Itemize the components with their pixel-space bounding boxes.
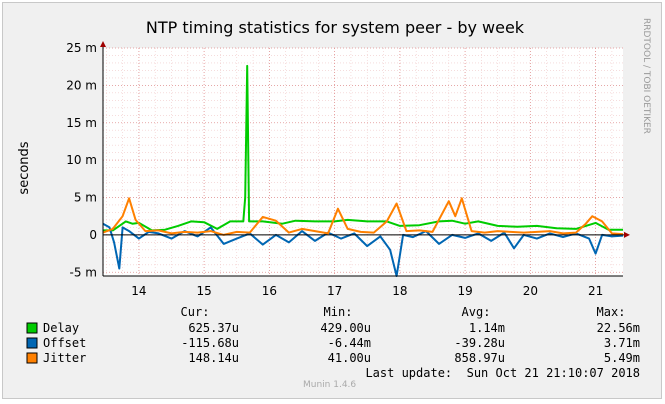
y-tick-label: 20 m [66,78,97,92]
legend-avg-jitter: 858.97u [454,351,505,365]
y-tick-labels: 25 m 20 m 15 m 10 m 5 m 0 -5 m [66,41,97,279]
chart-title: NTP timing statistics for system peer - … [146,18,525,37]
legend-max-delay: 22.56m [597,321,640,335]
y-tick-label: -5 m [70,265,97,279]
series-line-offset [102,222,624,277]
ntp-timing-chart: NTP timing statistics for system peer - … [17,18,651,390]
y-axis-arrow [100,41,106,47]
legend-name-delay: Delay [43,321,79,335]
x-tick-label: 16 [262,284,277,298]
x-tick-label: 18 [392,284,407,298]
x-tick-label: 20 [523,284,538,298]
legend-headers: Cur: Min: Avg: Max: [181,305,626,319]
y-axis-label: seconds [17,141,32,194]
legend-max-jitter: 5.49m [604,351,640,365]
legend-header-min: Min: [324,305,353,319]
y-tick-label: 25 m [66,41,97,55]
legend-avg-delay: 1.14m [469,321,505,335]
legend-min-offset: -6.44m [328,336,371,350]
legend-cur-jitter: 148.14u [188,351,239,365]
legend-row-jitter: Jitter 148.14u 41.00u 858.97u 5.49m [26,351,640,365]
legend-min-delay: 429.00u [320,321,371,335]
legend-header-max: Max: [597,305,626,319]
munin-version-footer: Munin 1.4.6 [303,380,356,390]
x-tick-label: 17 [327,284,342,298]
series-lines [102,64,624,277]
legend-row-delay: Delay 625.37u 429.00u 1.14m 22.56m [26,321,640,335]
x-tick-label: 14 [131,284,146,298]
last-update-text: Last update: Sun Oct 21 21:10:07 2018 [365,366,640,380]
x-tick-label: 21 [588,284,603,298]
x-axis-arrow [624,231,630,238]
legend-swatch-jitter [26,352,38,364]
munin-graph-frame: NTP timing statistics for system peer - … [2,2,662,399]
legend-name-jitter: Jitter [43,351,86,365]
legend-avg-offset: -39.28u [454,336,505,350]
legend-header-avg: Avg: [462,305,491,319]
axes [100,41,630,277]
legend-swatch-offset [26,337,38,349]
y-tick-label: 5 m [74,191,97,205]
legend-min-jitter: 41.00u [328,351,371,365]
legend-cur-delay: 625.37u [188,321,239,335]
x-tick-label: 15 [196,284,211,298]
x-tick-labels: 14 15 16 17 18 19 20 21 [131,284,603,298]
series-line-jitter [102,197,624,236]
y-tick-label: 10 m [66,153,97,167]
legend-cur-offset: -115.68u [181,336,239,350]
legend-max-offset: 3.71m [604,336,640,350]
y-tick-label: 15 m [66,116,97,130]
legend-header-cur: Cur: [181,305,210,319]
rrdtool-watermark: RRDTOOL / TOBI OETIKER [641,18,651,134]
legend-row-offset: Offset -115.68u -6.44m -39.28u 3.71m [26,336,640,350]
y-tick-label: 0 [89,228,97,242]
x-tick-label: 19 [457,284,472,298]
legend-swatch-delay [26,322,38,334]
legend-name-offset: Offset [43,336,86,350]
